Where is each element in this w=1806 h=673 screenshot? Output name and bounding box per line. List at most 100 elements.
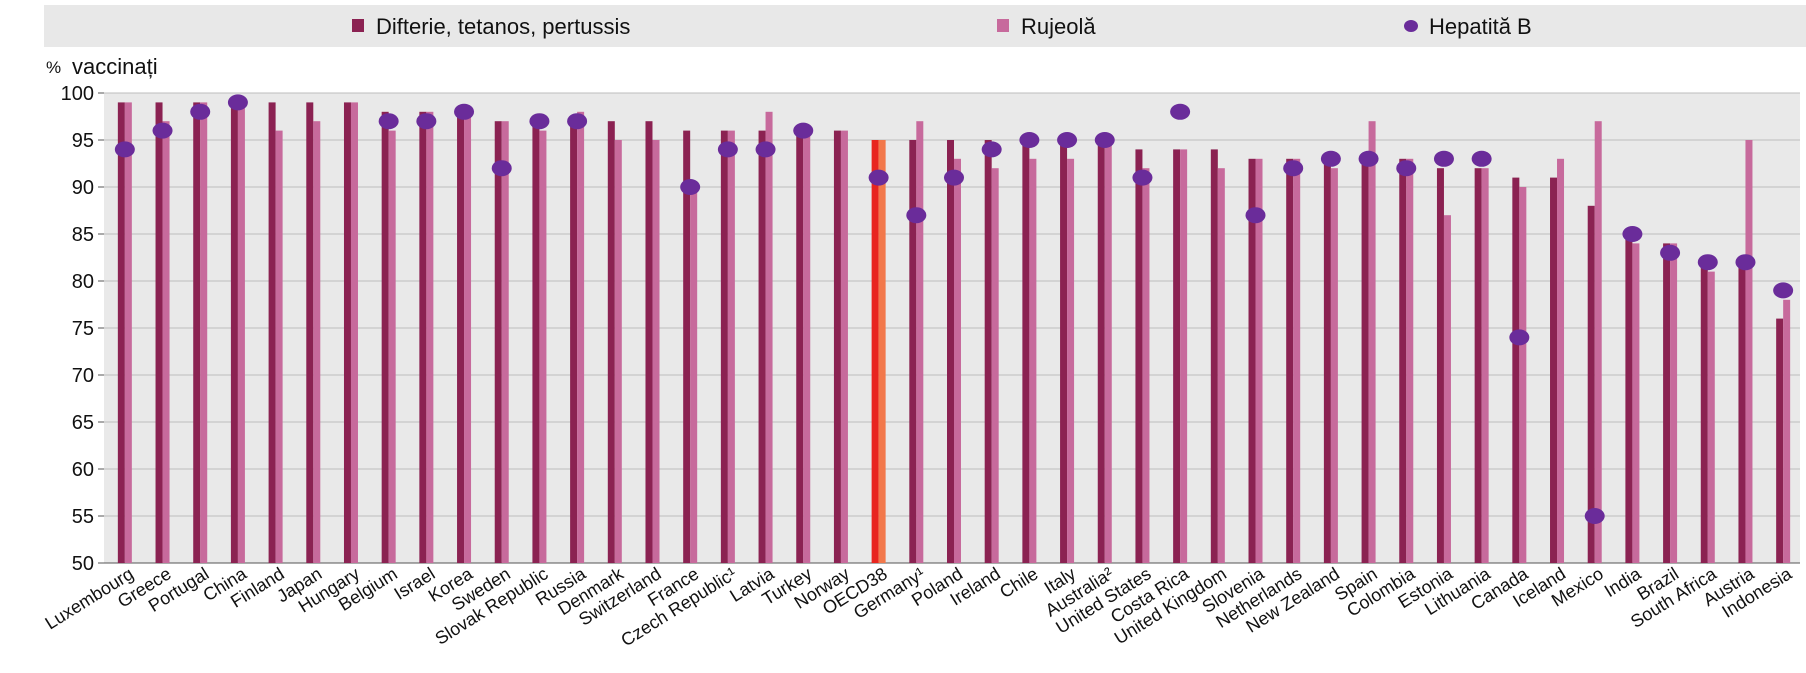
point-hepatita-b-sweden (491, 160, 512, 177)
bar-dtp-belgium (381, 111, 389, 564)
bar-rujeola-canada (1519, 187, 1527, 563)
point-hepatita-b-brazil (1660, 244, 1681, 261)
point-hepatita-b-turkey (793, 122, 814, 139)
y-tick-label-95: 95 (72, 130, 94, 152)
y-tick-label-100: 100 (61, 83, 94, 105)
point-hepatita-b-china (227, 94, 248, 111)
bar-dtp-czech-republic (720, 130, 728, 563)
legend: Difterie, tetanos, pertussis Rujeolă Hepat… (352, 14, 1532, 39)
bar-dtp-korea (457, 111, 465, 564)
bar-dtp-israel (419, 111, 427, 564)
bar-dtp-mexico (1587, 205, 1595, 564)
bar-rujeola-portugal (200, 102, 208, 564)
bar-dtp-japan (306, 102, 314, 564)
bar-rujeola-estonia (1443, 215, 1451, 563)
bar-dtp-india (1625, 234, 1633, 563)
bar-dtp-turkey (796, 130, 804, 563)
bar-rujeola-mexico (1594, 121, 1602, 563)
bar-dtp-united-states (1135, 149, 1143, 563)
bar-rujeola-japan (313, 121, 321, 563)
bar-rujeola-norway (840, 130, 848, 563)
bar-rujeola-slovak-republic (539, 130, 547, 563)
bar-dtp-poland (947, 140, 954, 563)
point-hepatita-b-chile (1019, 132, 1040, 148)
bar-dtp-austria (1738, 262, 1746, 563)
bar-rujeola-hungary (350, 102, 358, 564)
y-axis-unit: % (46, 58, 61, 77)
point-hepatita-b-mexico (1584, 508, 1605, 524)
legend-background (44, 5, 1806, 47)
bar-dtp-indonesia (1776, 318, 1784, 563)
point-hepatita-b-france (680, 179, 701, 195)
bar-dtp-brazil (1663, 243, 1671, 563)
point-hepatita-b-south-africa (1697, 254, 1718, 271)
bar-dtp-russia (570, 121, 578, 563)
bar-rujeola-spain (1368, 121, 1376, 563)
point-hepatita-b-colombia (1396, 160, 1417, 177)
y-tick-label-80: 80 (72, 271, 94, 293)
point-hepatita-b-russia (567, 113, 588, 130)
legend-label-rujeol: Rujeolă (1021, 14, 1096, 39)
bar-rujeola-colombia (1406, 158, 1414, 564)
bar-rujeola-united-states (1142, 168, 1150, 563)
bar-rujeola-greece (162, 121, 170, 563)
bar-dtp-greece (155, 102, 163, 564)
point-hepatita-b-netherlands (1283, 160, 1304, 177)
bar-rujeola-costa-rica (1180, 149, 1188, 563)
bar-dtp-latvia (758, 130, 766, 563)
bar-rujeola-new-zealand (1330, 168, 1338, 563)
y-tick-label-50: 50 (72, 553, 94, 575)
bar-dtp-italy (1060, 140, 1068, 563)
bar-rujeola-korea (464, 111, 472, 564)
y-tick-label-55: 55 (72, 506, 94, 528)
bar-dtp-lithuania (1474, 168, 1482, 563)
bar-dtp-luxembourg (117, 102, 125, 564)
bar-rujeola-luxembourg (124, 102, 132, 564)
bar-dtp-oecd38 (871, 140, 879, 563)
point-hepatita-b-czech-republic (717, 141, 738, 158)
point-hepatita-b-spain (1358, 150, 1379, 167)
hepatitis-b-markers (114, 94, 1794, 524)
point-hepatita-b-portugal (190, 103, 211, 120)
bar-dtp-portugal (193, 102, 201, 564)
point-hepatita-b-poland (944, 169, 964, 186)
bar-dtp-sweden (494, 121, 502, 563)
bar-dtp-ireland (984, 140, 992, 563)
bar-rujeola-austria (1745, 140, 1753, 563)
point-hepatita-b-costa-rica (1170, 103, 1191, 120)
bars (117, 102, 1791, 564)
bar-rujeola-latvia (765, 111, 773, 564)
bar-rujeola-czech-republic (727, 130, 735, 563)
bar-rujeola-chile (1029, 158, 1037, 564)
point-hepatita-b-slovak-republic (529, 113, 550, 130)
point-hepatita-b-slovenia (1245, 207, 1266, 224)
bar-rujeola-israel (426, 111, 434, 564)
bar-rujeola-switzerland (652, 140, 660, 563)
bar-rujeola-denmark (614, 140, 622, 563)
point-hepatita-b-indonesia (1773, 282, 1794, 299)
bar-rujeola-poland (954, 158, 961, 564)
bar-dtp-chile (1022, 140, 1030, 563)
bar-rujeola-sweden (501, 121, 509, 563)
point-hepatita-b-greece (152, 122, 173, 139)
point-hepatita-b-lithuania (1471, 150, 1492, 167)
bar-rujeola-iceland (1557, 158, 1565, 564)
bar-rujeola-russia (577, 111, 585, 564)
bar-rujeola-indonesia (1783, 299, 1791, 563)
point-hepatita-b-oecd38 (868, 169, 889, 186)
bar-dtp-slovak-republic (532, 121, 540, 563)
bar-dtp-costa-rica (1173, 149, 1181, 563)
bar-rujeola-belgium (388, 130, 396, 563)
y-axis-ticks: 50 55 60 65 70 75 80 85 90 95 100 (61, 83, 104, 575)
y-tick-label-70: 70 (72, 365, 94, 387)
bar-dtp-colombia (1399, 158, 1407, 564)
bar-rujeola-germany (916, 121, 924, 563)
y-tick-label-65: 65 (72, 412, 94, 434)
bar-dtp-denmark (607, 121, 615, 563)
bar-dtp-united-kingdom (1210, 149, 1218, 563)
point-hepatita-b-latvia (755, 141, 776, 158)
point-hepatita-b-estonia (1433, 150, 1454, 167)
y-tick-label-60: 60 (72, 459, 94, 481)
legend-marker-difterie-tetanos-pertussis (352, 19, 364, 32)
bar-rujeola-south-africa (1707, 271, 1715, 563)
